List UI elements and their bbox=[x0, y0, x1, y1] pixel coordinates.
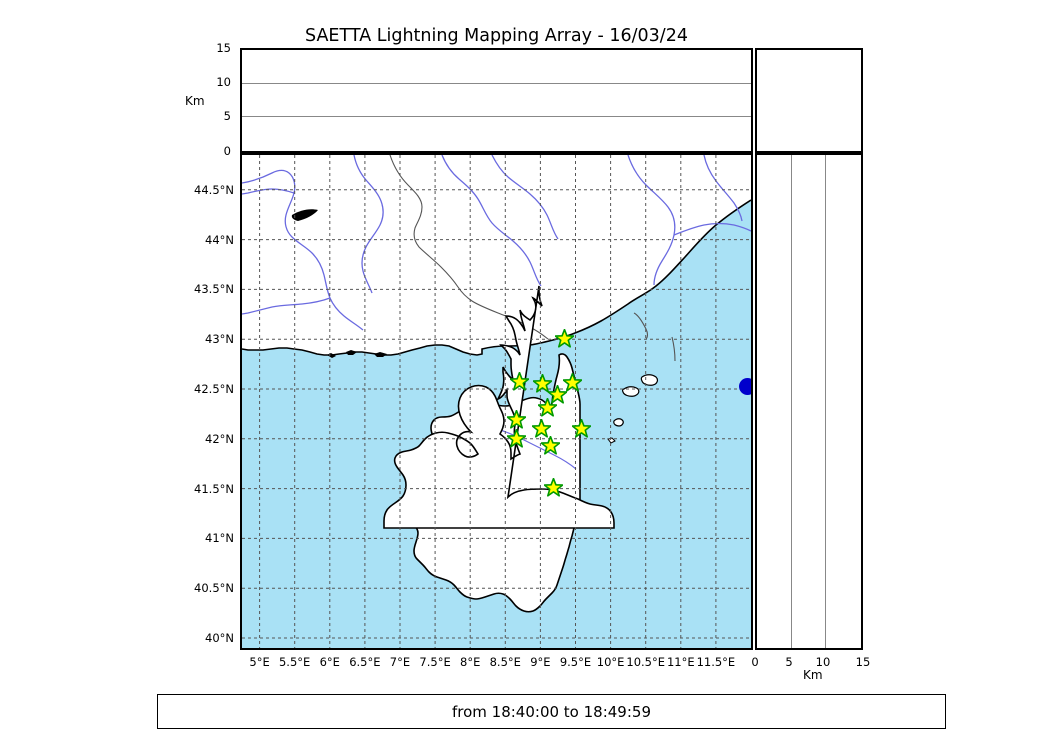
tick-lon-5-5: 5.5°E bbox=[278, 655, 311, 669]
tick-range-15: 15 bbox=[855, 655, 871, 669]
axis-label-km-vertical: Km bbox=[185, 94, 205, 108]
tick-lat-44-5: 44.5°N bbox=[194, 182, 234, 197]
sardinia-landmass bbox=[383, 285, 615, 529]
time-range-box: from 18:40:00 to 18:49:59 bbox=[157, 694, 946, 729]
station-star-marker bbox=[571, 419, 591, 438]
gridline-alt-10 bbox=[242, 83, 751, 84]
station-star-marker bbox=[555, 328, 575, 348]
station-star-marker bbox=[537, 398, 558, 418]
tick-lon-5: 5°E bbox=[249, 655, 270, 669]
axis-label-km-horizontal: Km bbox=[803, 668, 823, 682]
gridline-range-10 bbox=[825, 155, 826, 648]
tick-lat-41-5: 41.5°N bbox=[194, 481, 234, 496]
station-star-marker bbox=[543, 477, 563, 497]
tick-lon-8-5: 8.5°E bbox=[489, 655, 521, 669]
tick-lon-6-5: 6.5°E bbox=[349, 655, 381, 669]
tick-lon-7: 7°E bbox=[389, 655, 411, 669]
tick-alt-15: 15 bbox=[216, 41, 231, 55]
lightning-source-marker bbox=[738, 377, 751, 395]
tick-lat-44: 44°N bbox=[205, 232, 234, 247]
tick-lat-41: 41°N bbox=[205, 531, 234, 546]
tick-range-10: 10 bbox=[815, 655, 831, 669]
tick-lat-43: 43°N bbox=[205, 332, 234, 347]
tick-lon-6: 6°E bbox=[319, 655, 340, 669]
map-panel[interactable] bbox=[240, 153, 753, 650]
map-canvas bbox=[242, 155, 751, 648]
altitude-vs-latitude-panel bbox=[755, 153, 863, 650]
tick-lon-10: 10°E bbox=[596, 655, 625, 669]
tick-alt-0: 0 bbox=[223, 144, 231, 158]
station-star-marker bbox=[531, 419, 552, 438]
tick-lon-11: 11°E bbox=[666, 655, 695, 669]
tick-lat-40-5: 40.5°N bbox=[194, 581, 234, 596]
map-gridlines bbox=[242, 155, 751, 648]
tick-range-0: 0 bbox=[751, 655, 759, 669]
page-title: SAETTA Lightning Mapping Array - 16/03/2… bbox=[305, 26, 688, 46]
tick-lat-42-5: 42.5°N bbox=[194, 382, 234, 397]
tick-lon-9-5: 9.5°E bbox=[559, 655, 592, 669]
tick-lat-43-5: 43.5°N bbox=[194, 282, 234, 297]
tick-lon-10-5: 10.5°E bbox=[626, 655, 665, 669]
tick-alt-5: 5 bbox=[223, 109, 231, 123]
tick-range-5: 5 bbox=[785, 655, 793, 669]
tick-alt-10: 10 bbox=[216, 75, 231, 89]
tick-lon-7-5: 7.5°E bbox=[419, 655, 451, 669]
tick-lon-9: 9°E bbox=[530, 655, 551, 669]
station-star-marker bbox=[540, 436, 561, 455]
station-star-marker bbox=[506, 429, 527, 448]
station-star-marker bbox=[562, 372, 583, 392]
tick-lon-8: 8°E bbox=[460, 655, 481, 669]
station-star-marker bbox=[532, 373, 553, 393]
tick-lon-11-5: 11.5°E bbox=[696, 655, 736, 669]
gridline-range-5 bbox=[791, 155, 792, 648]
tick-lat-40: 40°N bbox=[205, 631, 234, 646]
time-range-label: from 18:40:00 to 18:49:59 bbox=[451, 702, 651, 721]
corner-panel bbox=[755, 48, 863, 153]
station-star-marker bbox=[506, 410, 527, 430]
map-geography bbox=[242, 155, 751, 648]
tick-lat-42: 42°N bbox=[205, 431, 234, 446]
station-star-marker bbox=[509, 371, 530, 391]
gridline-alt-5 bbox=[242, 116, 751, 117]
altitude-vs-longitude-panel bbox=[240, 48, 753, 153]
station-star-marker bbox=[547, 384, 568, 404]
